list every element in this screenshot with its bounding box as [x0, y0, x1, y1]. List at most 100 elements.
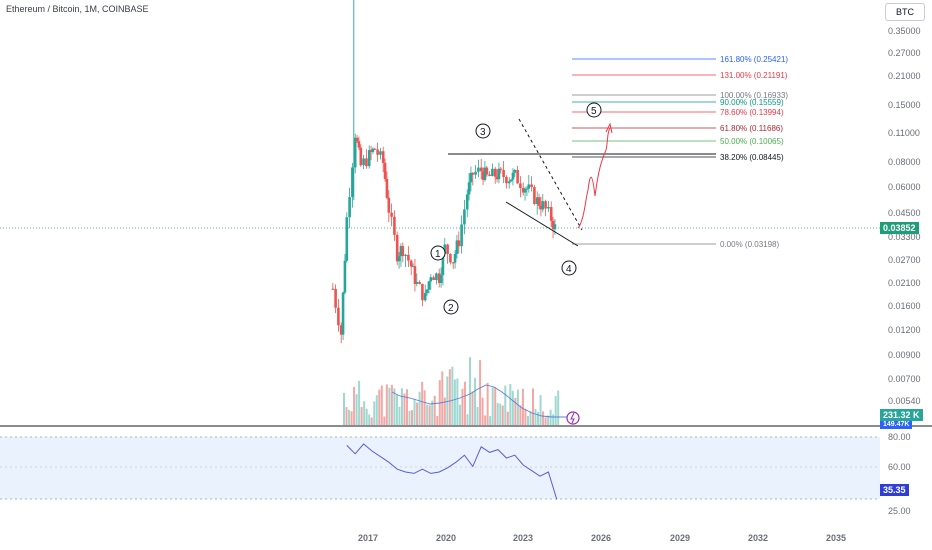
candle-body — [439, 275, 443, 283]
candle-body — [351, 167, 354, 198]
volume-bar — [491, 387, 494, 425]
volume-bar — [416, 402, 419, 425]
candle-body — [509, 179, 513, 182]
candle-body — [544, 201, 547, 209]
candle-body — [474, 171, 477, 175]
candle-body — [505, 176, 508, 184]
currency-button[interactable]: BTC — [885, 3, 925, 21]
candle-body — [429, 277, 433, 282]
candlestick-series[interactable] — [331, 0, 557, 344]
candle-body — [535, 197, 539, 204]
time-label: 2017 — [358, 533, 378, 543]
volume-bar — [532, 388, 534, 425]
candle-body — [401, 246, 405, 256]
candle-body — [348, 197, 351, 218]
volume-bar — [542, 411, 545, 425]
volume-bar — [395, 394, 398, 425]
candle-body — [477, 167, 480, 172]
candle-body — [449, 253, 452, 263]
price-tick: 0.02100 — [888, 278, 921, 288]
candle-body — [407, 254, 410, 261]
candle-body — [451, 262, 455, 264]
candle-body — [465, 194, 469, 210]
volume-bar — [428, 405, 431, 425]
rsi-axis[interactable]: 80.00 60.00 25.00 — [888, 432, 911, 516]
candle-body — [441, 253, 445, 276]
fib-label-100: 100.00% (0.16933) — [720, 91, 788, 100]
volume-bar — [368, 414, 371, 425]
candle-body — [525, 188, 529, 190]
price-tick: 0.11000 — [888, 128, 920, 138]
candle-body — [481, 171, 485, 180]
candle-body — [488, 174, 491, 177]
volume-bar — [479, 360, 482, 425]
candle-body — [457, 240, 461, 247]
price-tick: 0.02700 — [888, 255, 921, 265]
candle-body — [483, 167, 487, 180]
candle-body — [541, 201, 545, 210]
wave-3-circle — [475, 123, 491, 139]
fib-label-131: 131.00% (0.21191) — [720, 71, 788, 80]
volume-bar — [494, 387, 497, 425]
volume-bar — [521, 388, 524, 425]
volume-ma-line — [391, 384, 570, 418]
price-tick: 0.00900 — [888, 350, 921, 360]
candle-body — [339, 325, 343, 335]
volume-bar — [433, 395, 436, 425]
volume-bar — [516, 389, 519, 425]
volume-bar — [499, 403, 502, 425]
candle-body — [331, 288, 335, 290]
candle-body — [485, 167, 489, 175]
elliott-wave-labels[interactable]: 1 2 3 4 5 — [430, 102, 602, 315]
volume-bar — [544, 417, 547, 425]
volume-bar — [375, 395, 378, 425]
price-tick: 0.03300 — [888, 232, 921, 242]
volume-bar — [358, 380, 361, 425]
candle-body — [511, 172, 515, 180]
volume-bar — [418, 391, 421, 425]
lightning-icon[interactable] — [566, 411, 580, 425]
volume-bar — [383, 416, 386, 425]
volume-bar — [469, 357, 471, 425]
volume-badge: 231.32 K — [880, 409, 923, 421]
candle-body — [359, 147, 363, 166]
candle-body — [337, 307, 340, 326]
candle-body — [463, 209, 466, 225]
price-tick: 0.00540 — [888, 396, 921, 406]
volume-bar — [514, 397, 517, 425]
volume-bar — [411, 410, 414, 425]
lightning-glyph — [570, 412, 575, 424]
candle-body — [527, 184, 531, 189]
candle-body — [523, 189, 527, 193]
candle-body — [357, 141, 361, 148]
candle-body — [553, 224, 557, 230]
projection-path[interactable] — [577, 127, 611, 229]
candle-body — [521, 187, 525, 193]
volume-bar — [554, 396, 557, 425]
fib-retracement[interactable]: 161.80% (0.25421) 131.00% (0.21191) 100.… — [572, 55, 788, 249]
volume-bar — [474, 377, 477, 425]
candle-body — [404, 254, 407, 256]
projection-arrow-icon — [605, 122, 613, 134]
candle-body — [395, 234, 399, 262]
fib-label-38: 38.20% (0.08445) — [720, 153, 784, 162]
candle-body — [502, 169, 505, 177]
volume-bar — [484, 415, 487, 425]
time-axis[interactable]: 2017 2020 2023 2026 2029 2032 2035 — [358, 533, 846, 543]
price-tick: 0.00700 — [888, 374, 921, 384]
fib-label-90: 90.00% (0.15559) — [720, 98, 784, 107]
volume-bar — [365, 408, 368, 425]
candle-body — [455, 240, 459, 254]
volume-bar — [471, 391, 474, 425]
price-axis[interactable]: 0.35000 0.27000 0.21000 0.15000 0.11000 … — [888, 26, 921, 406]
candle-body — [413, 266, 417, 284]
candle-body — [353, 137, 357, 168]
volume-bar — [363, 401, 366, 425]
candle-body — [393, 216, 396, 235]
candle-body — [345, 217, 349, 261]
volume-bar — [403, 393, 406, 425]
volume-bar — [408, 410, 411, 425]
wedge-lower-line[interactable] — [505, 201, 579, 247]
volume-bar — [400, 388, 403, 425]
